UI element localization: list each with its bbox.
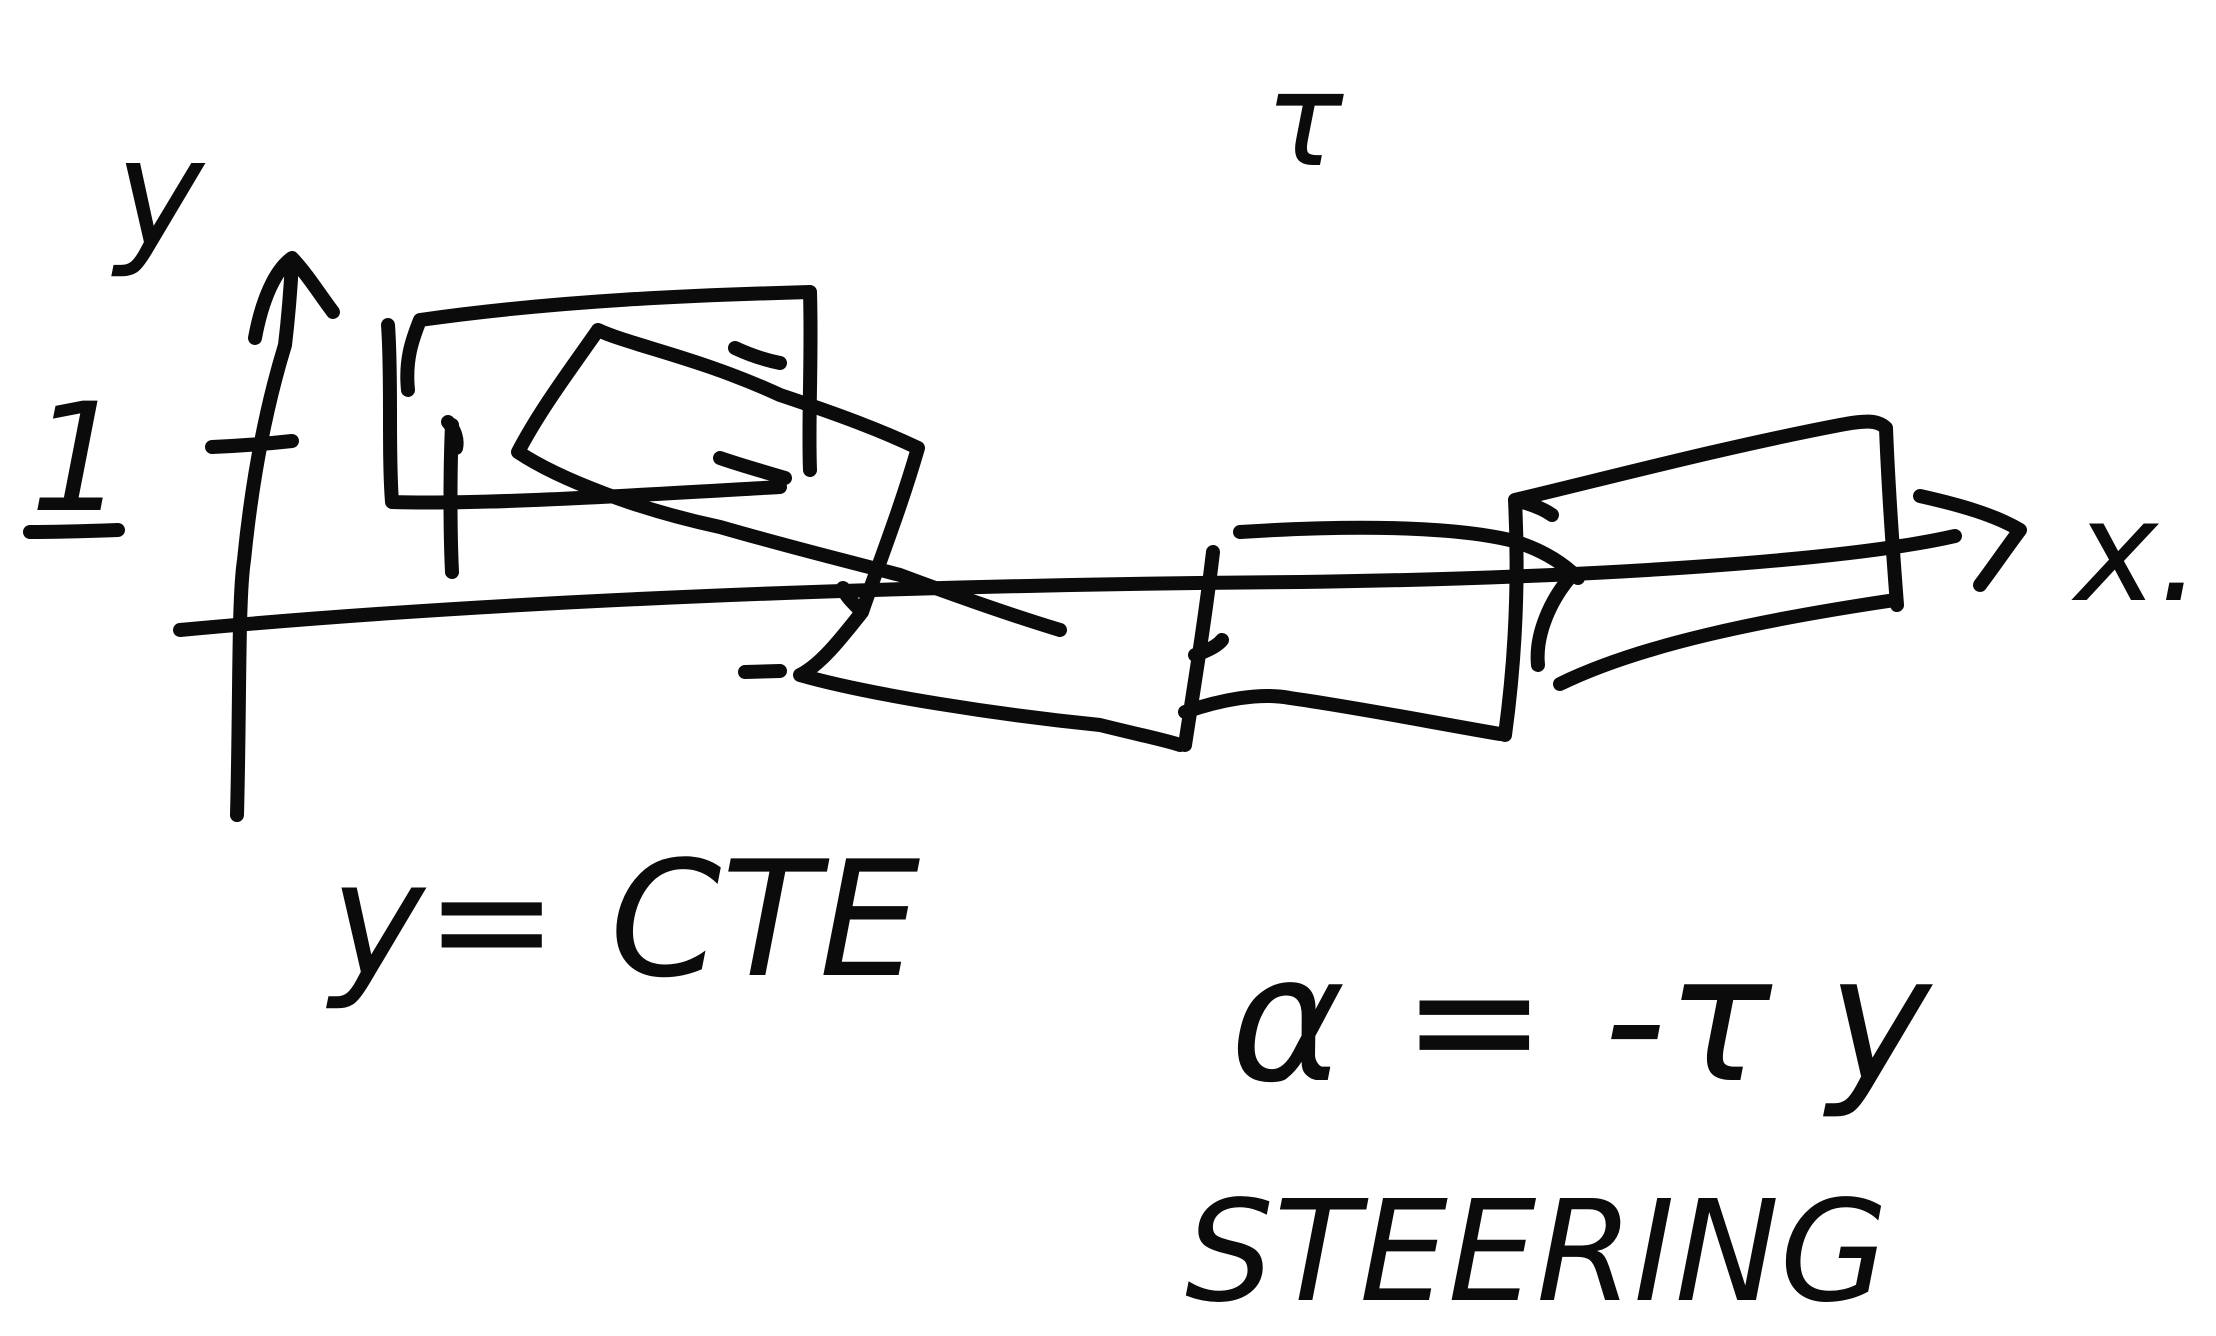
y-axis — [205, 251, 340, 822]
car-box-4 — [1498, 414, 1904, 742]
tau-label: τ — [1265, 44, 1344, 196]
car-box-2 — [511, 323, 1187, 752]
steering-label: STEERING — [1185, 1171, 1888, 1334]
y-axis-line — [230, 255, 299, 822]
y-equals-cte-label: y= CTE — [326, 826, 920, 1013]
y-axis-label: y — [111, 107, 206, 281]
x-axis-arrowhead — [1913, 489, 2027, 592]
car-box-2-sign — [738, 664, 787, 679]
y-axis-arrowhead — [248, 251, 340, 345]
x-axis-line — [173, 529, 1962, 637]
tick-one-label: 1 — [30, 372, 125, 546]
car-box-1-mark — [441, 415, 464, 579]
car-box-1-tick — [713, 451, 792, 485]
alpha-equation-label: α = -τ y — [1230, 919, 1933, 1122]
y-tick — [205, 434, 299, 454]
x-axis-label: x. — [2071, 471, 2202, 634]
tick-one-underline — [23, 523, 125, 539]
car-trajectory — [381, 285, 1904, 752]
x-axis — [173, 489, 2027, 637]
car-box-3-notch — [1188, 633, 1229, 662]
car-box-1-dash — [728, 341, 787, 370]
